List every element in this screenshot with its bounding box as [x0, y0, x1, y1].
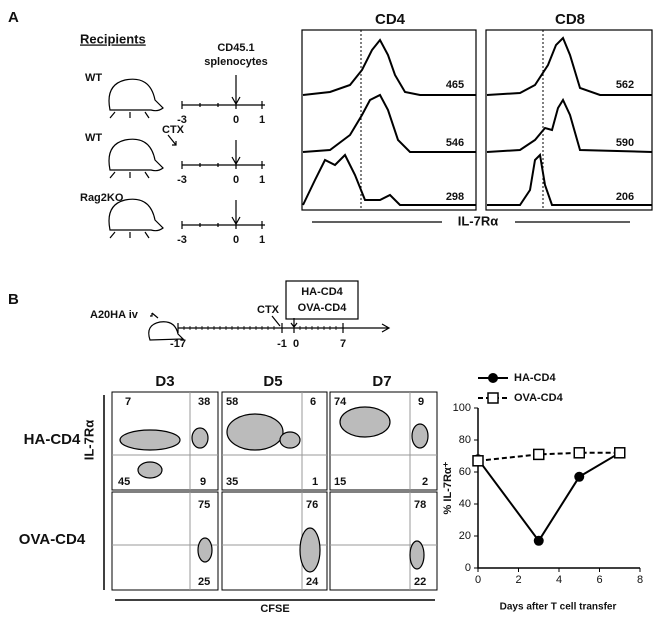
legend-marker	[487, 392, 499, 404]
day-title: D3	[155, 373, 174, 390]
series-line	[477, 451, 620, 462]
timeline-tick: 0	[233, 114, 239, 126]
timeline-tick: -17	[170, 338, 186, 350]
transfer-label: OVA-CD4	[298, 302, 348, 314]
transfer-box	[285, 280, 359, 320]
timeline-tick: -3	[177, 234, 187, 246]
line-chart: 0 20 40 60 80 100 0 2 4 6 8 % IL-7Rα⁺ Days after T c…	[442, 372, 643, 613]
timeline-tick: 1	[259, 174, 265, 186]
histogram-frame	[485, 29, 653, 211]
marker	[533, 535, 544, 546]
timeline-tick: -3	[177, 114, 187, 126]
day-title: D7	[372, 373, 391, 390]
marker	[533, 448, 545, 461]
row-label: HA-CD4	[24, 431, 81, 448]
quadrant-value: 7	[125, 396, 131, 408]
mouse	[148, 312, 185, 341]
quadrant-value: 9	[200, 476, 206, 488]
histogram-value: 590	[616, 137, 634, 149]
axes	[477, 408, 640, 569]
timeline-minor-ticks	[183, 326, 337, 330]
tumor-label: A20HA iv	[90, 309, 139, 321]
timeline-tick: 0	[293, 338, 299, 350]
x-tick-label: 6	[596, 574, 602, 586]
y-axis-label: % IL-7Rα⁺	[442, 461, 454, 514]
quadrant-value: 25	[198, 576, 210, 588]
recipients-title: Recipients	[80, 31, 146, 46]
quadrant-value: 35	[226, 476, 238, 488]
row-label: WT	[85, 72, 102, 84]
treatment-label: CTX	[162, 124, 185, 136]
timeline-tick: 0	[233, 174, 239, 186]
quadrant-value: 76	[306, 499, 318, 511]
x-axis-label: Days after T cell transfer	[500, 602, 617, 613]
transfer-label: HA-CD4	[301, 286, 343, 298]
timeline-tick: 0	[233, 234, 239, 246]
axis-label: IL-7Rα	[81, 420, 96, 461]
axis-label: IL-7Rα	[458, 213, 499, 228]
mice	[108, 78, 177, 239]
timeline-tick: -1	[277, 338, 287, 350]
timeline	[177, 315, 391, 333]
legend-marker	[488, 373, 498, 383]
quadrant-value: 24	[306, 576, 319, 588]
row-label: OVA-CD4	[19, 531, 86, 548]
timeline-tick: 7	[340, 338, 346, 350]
histogram-value: 546	[446, 137, 464, 149]
row-label: WT	[85, 132, 102, 144]
x-tick-label: 8	[637, 574, 643, 586]
histogram-value: 298	[446, 191, 464, 203]
marker	[573, 447, 585, 459]
x-tick-label: 0	[475, 574, 481, 586]
timelines	[181, 75, 265, 229]
quadrant-value: 45	[118, 476, 130, 488]
timeline-tick: 1	[259, 234, 265, 246]
y-tick-label: 20	[459, 530, 471, 542]
y-tick-label: 40	[459, 498, 471, 510]
panel-label: A	[8, 9, 19, 26]
row-label: Rag2KO	[80, 192, 124, 204]
quadrant-value: 75	[198, 499, 210, 511]
quadrant-value: 15	[334, 476, 346, 488]
histogram-value: 465	[446, 79, 464, 91]
marker	[614, 447, 626, 459]
y-tick-label: 0	[465, 562, 471, 574]
quadrant-value: 58	[226, 396, 238, 408]
injection-label: splenocytes	[204, 56, 268, 68]
marker	[574, 471, 585, 482]
histogram-value: 562	[616, 79, 634, 91]
column-title: CD4	[375, 11, 406, 28]
histogram-value: 206	[616, 191, 634, 203]
quadrant-value: 38	[198, 396, 210, 408]
panel-label: B	[8, 291, 19, 308]
quadrant-value: 74	[334, 396, 347, 408]
y-tick-label: 60	[459, 466, 471, 478]
injection-label: CD45.1	[217, 42, 254, 54]
marker	[472, 455, 484, 467]
quadrant-value: 22	[414, 576, 426, 588]
timeline-tick: -3	[177, 174, 187, 186]
quadrant-value: 1	[312, 476, 318, 488]
y-tick-label: 100	[453, 402, 471, 414]
treatment-label: CTX	[257, 304, 280, 316]
y-tick-label: 80	[459, 434, 471, 446]
legend-label: OVA-CD4	[514, 392, 564, 404]
series-line	[477, 451, 621, 543]
column-title: CD8	[555, 11, 585, 28]
day-title: D5	[263, 373, 282, 390]
timeline-tick: 1	[259, 114, 265, 126]
x-tick-label: 2	[515, 574, 521, 586]
histograms	[302, 36, 653, 206]
quadrant-value: 9	[418, 396, 424, 408]
histogram-frame	[301, 29, 477, 211]
legend-label: HA-CD4	[514, 372, 556, 384]
axis-label: CFSE	[260, 603, 289, 615]
contours	[119, 406, 429, 573]
quadrant-value: 2	[422, 476, 428, 488]
x-tick-label: 4	[556, 574, 562, 586]
contour-frames	[111, 391, 438, 591]
quadrant-value: 78	[414, 499, 426, 511]
quadrant-value: 6	[310, 396, 316, 408]
